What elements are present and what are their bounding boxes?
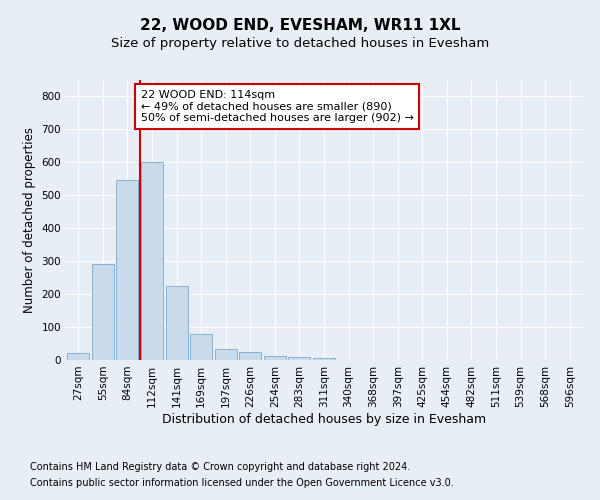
Text: 22, WOOD END, EVESHAM, WR11 1XL: 22, WOOD END, EVESHAM, WR11 1XL	[140, 18, 460, 32]
Bar	[166, 286, 188, 360]
Bar	[215, 349, 237, 360]
Bar	[313, 358, 335, 360]
Y-axis label: Number of detached properties: Number of detached properties	[23, 127, 36, 313]
Bar	[289, 358, 310, 360]
Text: 22 WOOD END: 114sqm
← 49% of detached houses are smaller (890)
50% of semi-detac: 22 WOOD END: 114sqm ← 49% of detached ho…	[141, 90, 414, 123]
Text: Size of property relative to detached houses in Evesham: Size of property relative to detached ho…	[111, 38, 489, 51]
Bar	[239, 352, 262, 360]
Text: Contains HM Land Registry data © Crown copyright and database right 2024.: Contains HM Land Registry data © Crown c…	[30, 462, 410, 472]
Text: Contains public sector information licensed under the Open Government Licence v3: Contains public sector information licen…	[30, 478, 454, 488]
Bar	[92, 264, 114, 360]
Bar	[190, 334, 212, 360]
Bar	[67, 353, 89, 360]
Bar	[141, 162, 163, 360]
Bar	[116, 180, 139, 360]
X-axis label: Distribution of detached houses by size in Evesham: Distribution of detached houses by size …	[162, 412, 486, 426]
Bar	[264, 356, 286, 360]
